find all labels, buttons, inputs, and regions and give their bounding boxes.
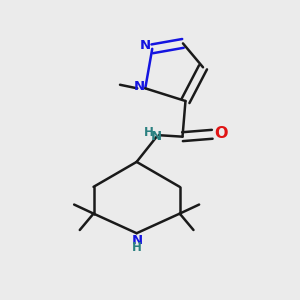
- Text: N: N: [140, 39, 151, 52]
- Text: H: H: [132, 241, 142, 254]
- Text: N: N: [131, 234, 142, 247]
- Text: O: O: [214, 126, 227, 141]
- Text: N: N: [134, 80, 145, 93]
- Text: N: N: [151, 130, 162, 143]
- Text: H: H: [144, 126, 154, 139]
